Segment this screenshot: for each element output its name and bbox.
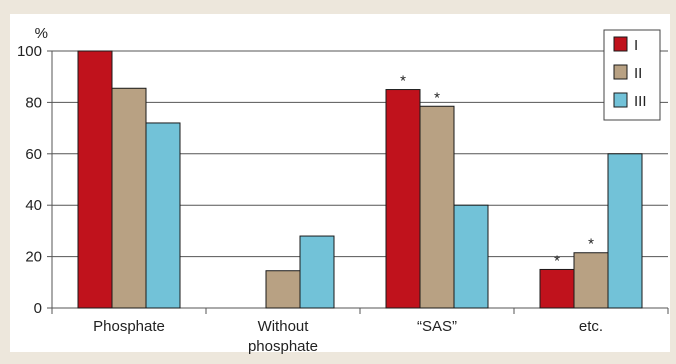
legend-swatch: [613, 92, 628, 108]
x-tick-label: phosphate: [248, 338, 318, 355]
bar: [77, 50, 113, 309]
y-tick-label: 20: [25, 249, 42, 266]
legend-swatch: [613, 36, 628, 52]
bar: [419, 105, 455, 309]
x-tick-label: Without: [258, 318, 310, 335]
significance-marker: *: [588, 236, 594, 253]
labels: 0 20 40 60 80 100% Phosphate Without phosphate “S…: [17, 25, 603, 355]
bar: [573, 252, 609, 309]
x-tick-label: Phosphate: [93, 318, 165, 335]
y-tick-label: 80: [25, 94, 42, 111]
legend-label: II: [634, 65, 642, 82]
bar: [539, 268, 575, 309]
significance-marker: *: [554, 252, 560, 269]
legend-swatch: [613, 64, 628, 80]
bar: [453, 204, 489, 309]
y-tick-label: 100: [17, 43, 42, 60]
bars: [77, 50, 643, 309]
significance-marker: *: [400, 73, 406, 90]
legend-box: [603, 29, 661, 121]
bar: [265, 270, 301, 309]
x-tick-label: “SAS”: [417, 318, 457, 335]
bar: [607, 153, 643, 309]
y-tick-label: 40: [25, 197, 42, 214]
legend-label: III: [634, 93, 647, 110]
bar: [111, 87, 147, 309]
significance-marker: *: [434, 89, 440, 106]
y-axis-label: %: [35, 25, 48, 42]
bar: [385, 89, 421, 309]
y-tick-label: 0: [34, 300, 42, 317]
bar: [299, 235, 335, 309]
legend-label: I: [634, 37, 638, 54]
y-tick-label: 60: [25, 146, 42, 163]
bar: [145, 122, 181, 309]
x-tick-label: etc.: [579, 318, 603, 335]
